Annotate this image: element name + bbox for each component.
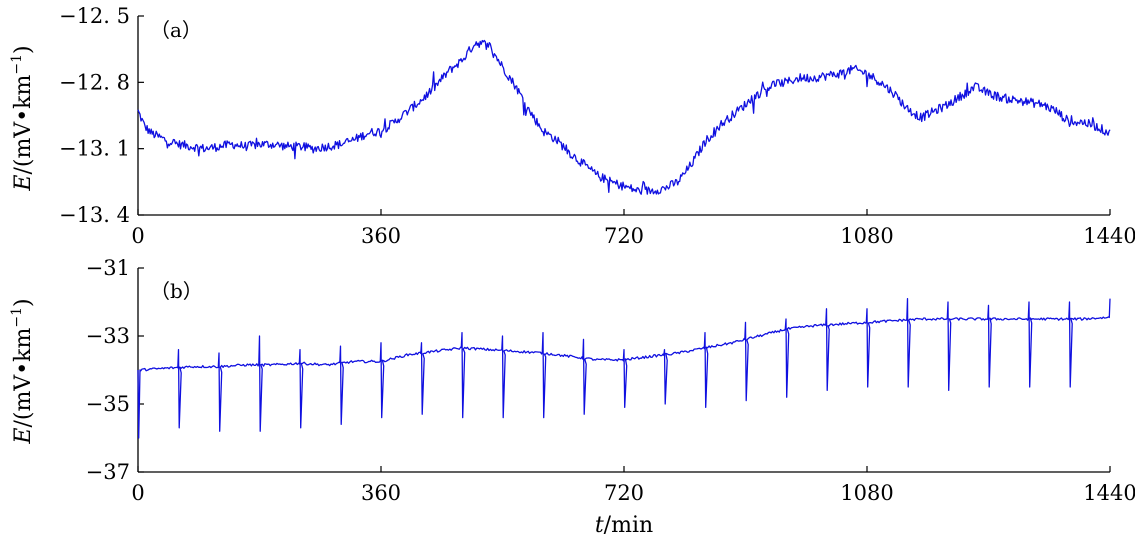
panel-a-x-tick-label: 1080 <box>840 224 893 248</box>
x-axis-label: t/min <box>595 513 653 538</box>
panel-b-ylabel-italic: E <box>11 428 36 445</box>
panel-b-x-tick-label: 1440 <box>1083 481 1135 505</box>
panel-a-label: （a） <box>150 18 202 42</box>
panel-a-y-tick-label: −13. 4 <box>59 203 130 227</box>
panel-b-y-tick-label: −33 <box>86 324 130 348</box>
panel-b-y-tick-label: −31 <box>86 256 130 280</box>
panel-b-series <box>137 297 1111 439</box>
panel-a-y-tick-label: −13. 1 <box>59 137 130 161</box>
panel-a-y-tick-label: −12. 5 <box>59 4 130 28</box>
panel-a-ylabel-rest: /(mV•km <box>11 74 36 174</box>
panel-a-ylabel: E/(mV•km−1) <box>9 45 36 191</box>
panel-b-ylabel-rest: /(mV•km <box>11 327 36 427</box>
panel-a-x-tick-label: 0 <box>131 224 144 248</box>
x-axis-label-rest: /min <box>604 513 653 538</box>
panel-a-series-line <box>137 39 1111 195</box>
panel-a-ticks: 0 360 720 1080 1440 −13. 4 −13. 1 −12. 8 −12. 5 <box>59 4 1135 248</box>
panel-b-ylabel-sup: −1 <box>9 307 25 328</box>
panel-b-x-tick-label: 720 <box>604 481 644 505</box>
panel-a-x-tick-label: 720 <box>604 224 644 248</box>
x-axis-label-italic: t <box>595 513 604 538</box>
panel-b-x-tick-label: 360 <box>361 481 401 505</box>
panel-b-y-tick-label: −37 <box>86 460 130 484</box>
panel-a-series <box>137 39 1111 195</box>
panel-a-ylabel-italic: E <box>11 175 36 192</box>
panel-b-x-tick-label: 1080 <box>840 481 893 505</box>
panel-a: （a） E/(mV•km−1) 0 360 720 1080 1440 −13. 4 −13… <box>9 4 1135 248</box>
panel-b-ticks: 0 360 720 1080 1440 −37 −35 −33 −31 <box>86 256 1135 505</box>
panel-a-ylabel-close: ) <box>11 45 36 54</box>
panel-b-x-tick-label: 0 <box>131 481 144 505</box>
panel-b: （b） E/(mV•km−1) 0 360 720 1080 1440 −37 −35 −33… <box>9 256 1135 538</box>
panel-a-y-tick-label: −12. 8 <box>59 70 130 94</box>
panel-b-label: （b） <box>150 279 203 303</box>
panel-a-x-tick-label: 360 <box>361 224 401 248</box>
panel-b-series-line <box>137 297 1111 439</box>
panel-b-ylabel: E/(mV•km−1) <box>9 298 36 444</box>
panel-b-ylabel-close: ) <box>11 298 36 307</box>
panel-a-x-tick-label: 1440 <box>1083 224 1135 248</box>
panel-b-y-tick-label: −35 <box>86 392 130 416</box>
panel-a-ylabel-sup: −1 <box>9 54 25 75</box>
